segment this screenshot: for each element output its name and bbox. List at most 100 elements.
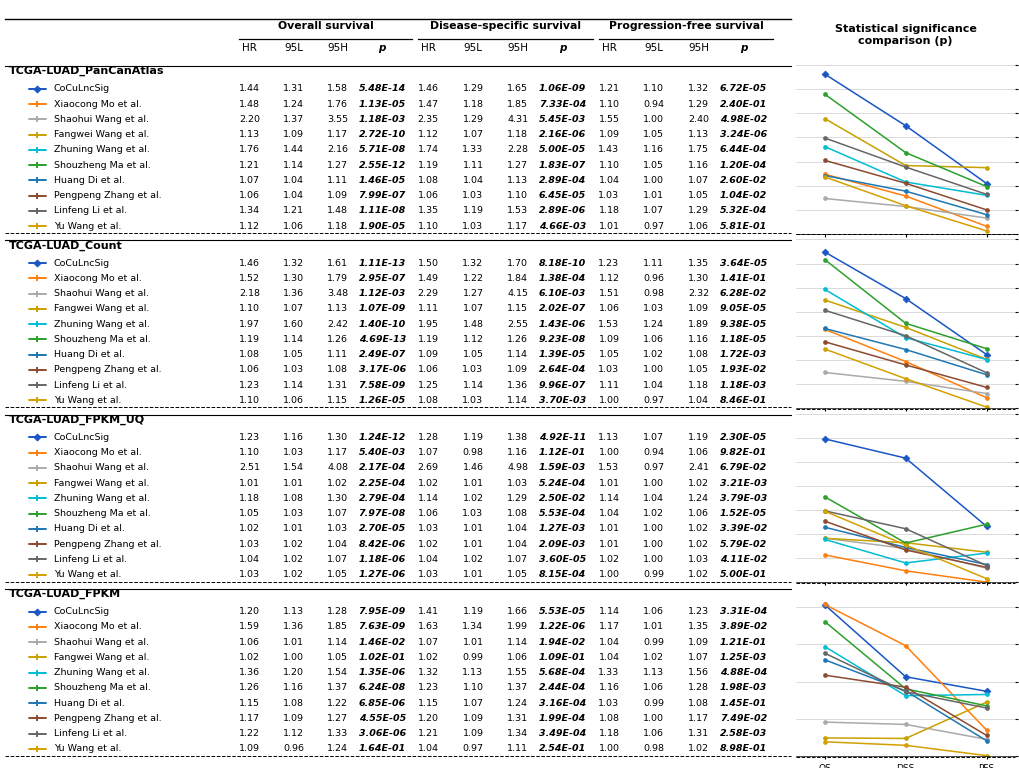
Text: 1.03: 1.03 — [688, 554, 708, 564]
Text: 1.49: 1.49 — [417, 274, 438, 283]
Text: 6.85E-06: 6.85E-06 — [358, 699, 406, 707]
Text: 2.89E-04: 2.89E-04 — [538, 176, 586, 185]
Text: 1.11: 1.11 — [327, 350, 348, 359]
Text: Fangwei Wang et al.: Fangwei Wang et al. — [54, 304, 149, 313]
Text: 1.09: 1.09 — [283, 713, 304, 723]
Text: 1.17: 1.17 — [327, 130, 348, 139]
Text: 1.38: 1.38 — [506, 433, 528, 442]
Text: 0.98: 0.98 — [462, 448, 483, 457]
Text: 1.17: 1.17 — [506, 222, 528, 230]
Text: 1.35E-06: 1.35E-06 — [358, 668, 406, 677]
Text: 4.88E-04: 4.88E-04 — [719, 668, 766, 677]
Text: 1.12E-03: 1.12E-03 — [358, 289, 406, 298]
Text: 1.02: 1.02 — [462, 494, 483, 503]
Text: 1.00: 1.00 — [283, 653, 304, 662]
Text: 1.54: 1.54 — [283, 463, 304, 472]
Text: 1.07: 1.07 — [417, 448, 438, 457]
Text: 1.09: 1.09 — [462, 713, 483, 723]
Text: 1.04: 1.04 — [598, 637, 619, 647]
Text: 1.48: 1.48 — [462, 319, 483, 329]
Text: 1.37: 1.37 — [506, 684, 528, 692]
Text: 1.19: 1.19 — [462, 607, 483, 616]
Text: 1.98E-03: 1.98E-03 — [719, 684, 766, 692]
Text: 1.10: 1.10 — [598, 161, 619, 170]
Text: Huang Di et al.: Huang Di et al. — [54, 525, 124, 533]
Text: 2.79E-04: 2.79E-04 — [358, 494, 406, 503]
Text: 1.66: 1.66 — [506, 607, 528, 616]
Text: 1.13: 1.13 — [462, 668, 483, 677]
Text: 1.26: 1.26 — [327, 335, 348, 344]
Text: 1.01: 1.01 — [283, 478, 304, 488]
Text: 7.97E-08: 7.97E-08 — [358, 509, 406, 518]
Text: 1.05: 1.05 — [506, 570, 528, 579]
Text: 1.07: 1.07 — [283, 304, 304, 313]
Text: 1.38E-04: 1.38E-04 — [538, 274, 586, 283]
Text: 5.00E-01: 5.00E-01 — [719, 570, 766, 579]
Text: 1.27E-06: 1.27E-06 — [358, 570, 406, 579]
Text: 1.20: 1.20 — [238, 607, 260, 616]
Text: 1.13: 1.13 — [688, 130, 708, 139]
Text: 1.85: 1.85 — [506, 100, 528, 108]
Text: 2.55E-12: 2.55E-12 — [358, 161, 406, 170]
Text: 1.06: 1.06 — [598, 304, 619, 313]
Text: 1.52E-05: 1.52E-05 — [719, 509, 766, 518]
Text: Shouzheng Ma et al.: Shouzheng Ma et al. — [54, 684, 151, 692]
Text: 1.11E-08: 1.11E-08 — [358, 207, 406, 215]
Text: Xiaocong Mo et al.: Xiaocong Mo et al. — [54, 448, 142, 457]
Text: Zhuning Wang et al.: Zhuning Wang et al. — [54, 319, 150, 329]
Text: 1.02E-01: 1.02E-01 — [358, 653, 406, 662]
Text: Shaohui Wang et al.: Shaohui Wang et al. — [54, 115, 149, 124]
Text: 1.18E-06: 1.18E-06 — [358, 554, 406, 564]
Text: 7.95E-09: 7.95E-09 — [358, 607, 406, 616]
Text: 1.09: 1.09 — [417, 350, 438, 359]
Text: 1.31: 1.31 — [688, 729, 708, 738]
Text: 2.35: 2.35 — [417, 115, 438, 124]
Text: 1.64E-01: 1.64E-01 — [358, 744, 406, 753]
Text: 1.07: 1.07 — [462, 304, 483, 313]
Text: CoCuLncSig: CoCuLncSig — [54, 433, 110, 442]
Text: 1.94E-02: 1.94E-02 — [538, 637, 586, 647]
Text: 1.03: 1.03 — [598, 699, 619, 707]
Text: 1.05: 1.05 — [283, 350, 304, 359]
Text: 1.06: 1.06 — [643, 684, 663, 692]
Text: 5.24E-04: 5.24E-04 — [538, 478, 586, 488]
Text: 1.09: 1.09 — [283, 130, 304, 139]
Text: 0.96: 0.96 — [643, 274, 663, 283]
Text: Statistical significance
comparison (p): Statistical significance comparison (p) — [834, 24, 975, 45]
Text: 1.05: 1.05 — [688, 366, 708, 374]
Text: 1.13E-05: 1.13E-05 — [358, 100, 406, 108]
Text: 1.15: 1.15 — [506, 304, 528, 313]
Text: Huang Di et al.: Huang Di et al. — [54, 699, 124, 707]
Text: 1.02: 1.02 — [688, 525, 708, 533]
Text: 1.06: 1.06 — [283, 396, 304, 405]
Text: 1.06: 1.06 — [643, 729, 663, 738]
Text: 1.09: 1.09 — [327, 191, 348, 200]
Text: Xiaocong Mo et al.: Xiaocong Mo et al. — [54, 274, 142, 283]
Text: Shouzheng Ma et al.: Shouzheng Ma et al. — [54, 335, 151, 344]
Text: 1.04: 1.04 — [643, 381, 663, 389]
Text: 2.70E-05: 2.70E-05 — [358, 525, 406, 533]
Text: 1.22: 1.22 — [327, 699, 348, 707]
Text: Pengpeng Zhang et al.: Pengpeng Zhang et al. — [54, 713, 161, 723]
Text: 1.01: 1.01 — [462, 570, 483, 579]
Text: 1.09: 1.09 — [462, 729, 483, 738]
Text: 1.14: 1.14 — [283, 381, 304, 389]
Text: 1.93E-02: 1.93E-02 — [719, 366, 766, 374]
Text: 1.00: 1.00 — [643, 176, 663, 185]
Text: 1.08: 1.08 — [417, 396, 438, 405]
Text: 2.58E-03: 2.58E-03 — [719, 729, 766, 738]
Text: 1.46E-05: 1.46E-05 — [358, 176, 406, 185]
Text: 1.06: 1.06 — [643, 607, 663, 616]
Text: p: p — [378, 42, 385, 52]
Text: 5.79E-02: 5.79E-02 — [719, 540, 766, 548]
Text: 1.48: 1.48 — [238, 100, 260, 108]
Text: 1.14: 1.14 — [462, 381, 483, 389]
Text: 3.49E-04: 3.49E-04 — [538, 729, 586, 738]
Text: 1.06E-09: 1.06E-09 — [538, 84, 586, 94]
Text: 1.76: 1.76 — [327, 100, 348, 108]
Text: 1.06: 1.06 — [506, 653, 528, 662]
Text: 1.02: 1.02 — [283, 554, 304, 564]
Text: 1.09E-01: 1.09E-01 — [538, 653, 586, 662]
Text: 1.21: 1.21 — [283, 207, 304, 215]
Text: 1.51: 1.51 — [598, 289, 619, 298]
